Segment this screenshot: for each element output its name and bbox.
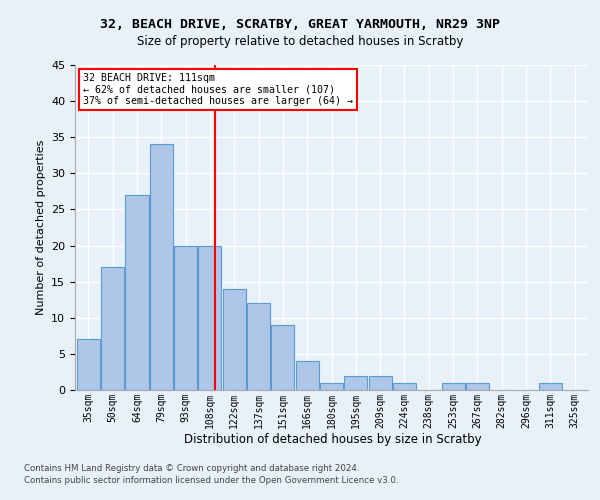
Text: 32, BEACH DRIVE, SCRATBY, GREAT YARMOUTH, NR29 3NP: 32, BEACH DRIVE, SCRATBY, GREAT YARMOUTH… [100,18,500,30]
Text: Size of property relative to detached houses in Scratby: Size of property relative to detached ho… [137,35,463,48]
Bar [125,195,149,390]
Bar [271,325,295,390]
Bar [199,246,221,390]
Text: Contains public sector information licensed under the Open Government Licence v3: Contains public sector information licen… [24,476,398,485]
Bar [344,376,367,390]
Bar [296,361,319,390]
Text: Contains HM Land Registry data © Crown copyright and database right 2024.: Contains HM Land Registry data © Crown c… [24,464,359,473]
Bar [393,383,416,390]
Bar [466,383,489,390]
Y-axis label: Number of detached properties: Number of detached properties [35,140,46,315]
Bar [223,289,246,390]
Text: Distribution of detached houses by size in Scratby: Distribution of detached houses by size … [184,432,482,446]
Bar [368,376,392,390]
Bar [150,144,173,390]
Bar [174,246,197,390]
Bar [77,340,100,390]
Bar [247,304,270,390]
Bar [101,267,124,390]
Bar [320,383,343,390]
Bar [539,383,562,390]
Text: 32 BEACH DRIVE: 111sqm
← 62% of detached houses are smaller (107)
37% of semi-de: 32 BEACH DRIVE: 111sqm ← 62% of detached… [83,73,353,106]
Bar [442,383,464,390]
